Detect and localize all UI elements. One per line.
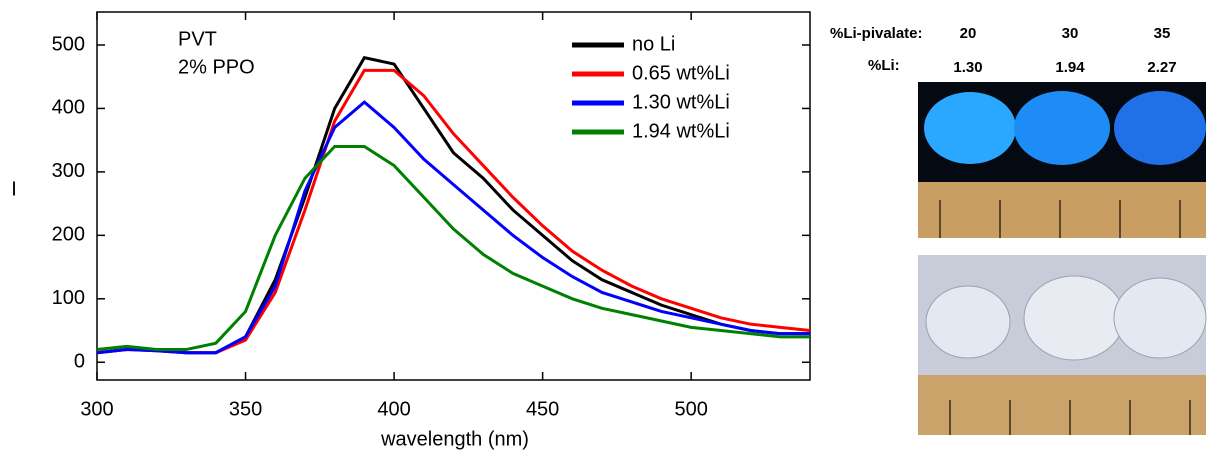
photo-daylight [918,255,1207,435]
legend-label: 1.94 wt%Li [632,120,730,142]
photo-label: 2.27 [1147,59,1176,76]
annotation: 2% PPO [178,56,255,78]
y-tick-label: 100 [52,287,85,309]
y-tick-label: 200 [52,224,85,246]
y-tick-label: 0 [74,351,85,373]
photo-label: 20 [960,25,977,42]
x-tick-label: 400 [377,398,410,420]
photo-label: %Li-pivalate: [830,25,923,42]
y-tick-label: 300 [52,160,85,182]
annotation: PVT [178,28,217,50]
photo-label: 1.30 [953,59,982,76]
photo-label: 35 [1154,25,1171,42]
photo-label: %Li: [868,57,900,74]
plot-frame [96,11,811,381]
photo-uv [918,82,1206,238]
x-tick-label: 350 [229,398,262,420]
photo-label: 1.94 [1055,59,1085,76]
x-tick-label: 500 [674,398,707,420]
photo-label: 30 [1062,25,1079,42]
legend-label: 0.65 wt%Li [632,62,730,84]
x-axis-label: wavelength (nm) [380,428,529,450]
y-axis-label: I [11,178,17,200]
series-line [96,145,810,352]
legend-label: no Li [632,33,675,55]
y-tick-label: 500 [52,33,85,55]
x-tick-label: 300 [80,398,113,420]
x-tick-label: 450 [526,398,559,420]
legend-label: 1.30 wt%Li [632,91,730,113]
series-line [96,100,810,355]
y-tick-label: 400 [52,97,85,119]
